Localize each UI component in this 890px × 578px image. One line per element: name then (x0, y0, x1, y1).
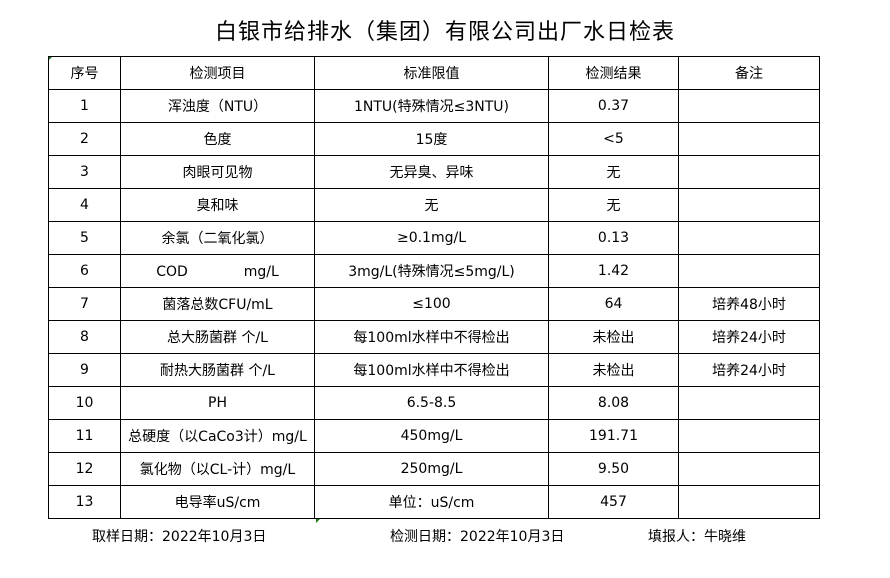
cell-result: 0.13 (548, 221, 679, 255)
reporter: 填报人：牛晓维 (648, 529, 746, 545)
table-row: 6 COD mg/L 3mg/L(特殊情况≤5mg/L) 1.42 (48, 254, 820, 288)
cell-standard: 无异臭、异味 (314, 155, 549, 189)
cell-standard: ≤100 (314, 287, 549, 321)
cell-item: 色度 (120, 122, 315, 156)
table-row: 11 总硬度（以CaCo3计）mg/L 450mg/L 191.71 (48, 419, 820, 453)
cell-standard: 3mg/L(特殊情况≤5mg/L) (314, 254, 549, 288)
header-item: 检测项目 (120, 56, 315, 90)
cell-standard: 450mg/L (314, 419, 549, 453)
testing-date: 检测日期：2022年10月3日 (390, 529, 565, 545)
table-row: 1 浑浊度（NTU） 1NTU(特殊情况≤3NTU) 0.37 (48, 89, 820, 123)
cell-result: 191.71 (548, 419, 679, 453)
cell-item: 余氯（二氧化氯） (120, 221, 315, 255)
cell-result: 未检出 (548, 320, 679, 354)
cell-standard: 单位：uS/cm (314, 485, 549, 519)
table-row: 8 总大肠菌群 个/L 每100ml水样中不得检出 未检出 培养24小时 (48, 320, 820, 354)
header-result: 检测结果 (548, 56, 679, 90)
cell-remark (678, 419, 820, 453)
cell-result: 64 (548, 287, 679, 321)
cell-remark (678, 221, 820, 255)
cell-result: 无 (548, 155, 679, 189)
table-row: 7 菌落总数CFU/mL ≤100 64 培养48小时 (48, 287, 820, 321)
cell-result: 9.50 (548, 452, 679, 486)
cell-result: 8.08 (548, 386, 679, 420)
cell-remark (678, 485, 820, 519)
cell-standard: 每100ml水样中不得检出 (314, 320, 549, 354)
cell-item: 总硬度（以CaCo3计）mg/L (120, 419, 315, 453)
cell-remark (678, 386, 820, 420)
cell-seq: 8 (48, 320, 121, 354)
cell-remark (678, 254, 820, 288)
cell-item: 臭和味 (120, 188, 315, 222)
cell-seq: 11 (48, 419, 121, 453)
cell-seq: 2 (48, 122, 121, 156)
cell-seq: 4 (48, 188, 121, 222)
cell-item: 电导率uS/cm (120, 485, 315, 519)
cell-remark (678, 452, 820, 486)
cell-remark: 培养24小时 (678, 353, 820, 387)
cell-standard: 6.5-8.5 (314, 386, 549, 420)
cell-seq: 5 (48, 221, 121, 255)
cell-seq: 3 (48, 155, 121, 189)
cell-seq: 1 (48, 89, 121, 123)
cell-result: 无 (548, 188, 679, 222)
page-title: 白银市给排水（集团）有限公司出厂水日检表 (214, 20, 675, 45)
cell-seq: 10 (48, 386, 121, 420)
cell-standard: 15度 (314, 122, 549, 156)
header-row: 序号 检测项目 标准限值 检测结果 备注 (48, 56, 820, 90)
cell-remark (678, 89, 820, 123)
cell-item: 浑浊度（NTU） (120, 89, 315, 123)
cell-marker (316, 518, 321, 523)
cell-seq: 9 (48, 353, 121, 387)
cell-standard: 250mg/L (314, 452, 549, 486)
table-row: 3 肉眼可见物 无异臭、异味无 (48, 155, 820, 189)
cell-item: 总大肠菌群 个/L (120, 320, 315, 354)
cell-remark: 培养24小时 (678, 320, 820, 354)
table-row: 10 PH 6.5-8.5 8.08 (48, 386, 820, 420)
header-standard: 标准限值 (314, 56, 549, 90)
cell-item: 氯化物（以CL-计）mg/L (120, 452, 315, 486)
table-row: 4 臭和味无无 (48, 188, 820, 222)
cell-standard: ≥0.1mg/L (314, 221, 549, 255)
header-remark: 备注 (678, 56, 820, 90)
sampling-date: 取样日期：2022年10月3日 (92, 529, 267, 545)
table-row: 9 耐热大肠菌群 个/L 每100ml水样中不得检出 未检出 培养24小时 (48, 353, 820, 387)
cell-remark (678, 122, 820, 156)
table-row: 12 氯化物（以CL-计）mg/L 250mg/L 9.50 (48, 452, 820, 486)
header-seq: 序号 (48, 56, 121, 90)
cell-item: 耐热大肠菌群 个/L (120, 353, 315, 387)
table-row: 2 色度 15度 <5 (48, 122, 820, 156)
cell-remark (678, 188, 820, 222)
cell-standard: 每100ml水样中不得检出 (314, 353, 549, 387)
cell-item: COD mg/L (120, 254, 315, 288)
cell-seq: 7 (48, 287, 121, 321)
cell-result: 未检出 (548, 353, 679, 387)
cell-result: 1.42 (548, 254, 679, 288)
cell-item: 菌落总数CFU/mL (120, 287, 315, 321)
inspection-table: 序号 检测项目 标准限值 检测结果 备注 1 浑浊度（NTU） 1NTU(特殊情况≤3NTU)… (48, 56, 820, 519)
cell-result: <5 (548, 122, 679, 156)
cell-item: 肉眼可见物 (120, 155, 315, 189)
table-row: 13 电导率uS/cm 单位：uS/cm 457 (48, 485, 820, 519)
cell-standard: 1NTU(特殊情况≤3NTU) (314, 89, 549, 123)
cell-item: PH (120, 386, 315, 420)
cell-standard: 无 (314, 188, 549, 222)
cell-seq: 6 (48, 254, 121, 288)
cell-result: 0.37 (548, 89, 679, 123)
cell-result: 457 (548, 485, 679, 519)
cell-remark: 培养48小时 (678, 287, 820, 321)
cell-remark (678, 155, 820, 189)
cell-seq: 12 (48, 452, 121, 486)
cell-seq: 13 (48, 485, 121, 519)
table-row: 5 余氯（二氧化氯） ≥0.1mg/L 0.13 (48, 221, 820, 255)
